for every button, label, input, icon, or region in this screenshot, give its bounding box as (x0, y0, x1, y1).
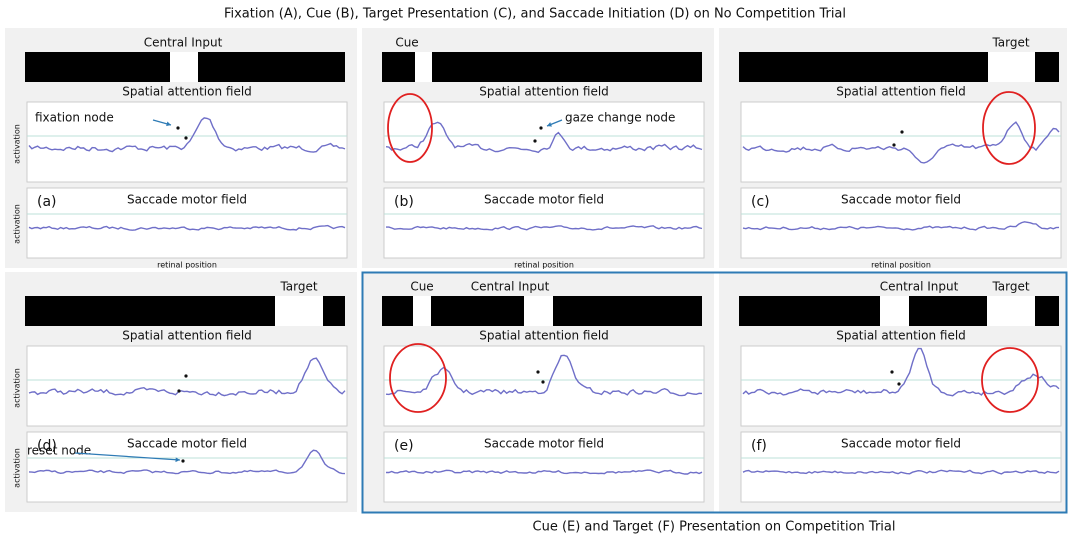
panel-label: (c) (751, 194, 770, 210)
input-gap (415, 52, 432, 82)
motor-title: Saccade motor field (127, 437, 247, 451)
panel: Central Input Target Spatial attention fie… (719, 272, 1067, 512)
attention-title: Spatial attention field (836, 85, 966, 99)
activation-trace (386, 225, 703, 231)
node-dot (181, 459, 185, 463)
motor-plot (383, 431, 705, 503)
competition-box (361, 271, 1068, 514)
attention-title: Spatial attention field (122, 85, 252, 99)
node-dot (541, 380, 545, 384)
highlight-circle (981, 347, 1039, 413)
x-label: retinal position (514, 261, 574, 270)
panel: Target Spatial attention field Saccade mot… (5, 272, 357, 512)
panel-label: (e) (394, 438, 414, 454)
figure-title: Fixation (A), Cue (B), Target Presentati… (224, 7, 846, 22)
attention-plot (383, 345, 705, 427)
input-gap (988, 52, 1035, 82)
y-label: activation (13, 448, 22, 488)
node-dot (536, 370, 540, 374)
x-label: retinal position (871, 261, 931, 270)
activation-trace (28, 117, 346, 153)
panel: Cue Spatial attention field Saccade motor … (362, 28, 714, 270)
arrow-head (175, 457, 180, 463)
annotation: gaze change node (565, 111, 675, 125)
node-dot (897, 382, 901, 386)
motor-title: Saccade motor field (484, 193, 604, 207)
input-gap (524, 296, 553, 326)
annotation-arrow (74, 452, 181, 461)
node-dot (533, 139, 537, 143)
motor-plot (26, 187, 348, 259)
attention-plot (383, 101, 705, 183)
activation-trace (28, 449, 346, 475)
motor-title: Saccade motor field (484, 437, 604, 451)
activation-trace (28, 357, 346, 397)
panel-label: (a) (37, 194, 57, 210)
y-label: activation (13, 368, 22, 408)
attention-plot (26, 345, 348, 427)
highlight-circle (387, 93, 433, 163)
arrow-head (166, 121, 171, 127)
attention-plot (26, 101, 348, 183)
panel: Cue Central Input Spatial attention field S… (362, 272, 714, 512)
motor-plot (740, 187, 1062, 259)
input-bar (382, 52, 702, 82)
panel-label: (d) (37, 438, 57, 454)
input-label: Central Input (471, 280, 550, 294)
highlight-circle (982, 91, 1036, 165)
x-label: retinal position (157, 261, 217, 270)
motor-title: Saccade motor field (841, 193, 961, 207)
motor-title: Saccade motor field (841, 437, 961, 451)
input-label: Target (991, 36, 1029, 50)
input-gap (987, 296, 1035, 326)
activation-trace (386, 469, 703, 475)
activation-trace (742, 469, 1060, 475)
panel: Target Spatial attention field Saccade mot… (719, 28, 1067, 270)
panel: Central Input Spatial attention field Sacc… (5, 28, 357, 270)
y-label: activation (13, 204, 22, 244)
node-dot (890, 370, 894, 374)
activation-trace (385, 354, 703, 397)
node-dot (184, 136, 188, 140)
annotation: reset node (27, 444, 91, 458)
arrow-head (547, 122, 552, 127)
annotation: fixation node (35, 111, 114, 125)
input-label: Cue (395, 36, 418, 50)
panel-label: (f) (751, 438, 767, 454)
activation-trace (385, 121, 703, 154)
motor-plot (383, 187, 705, 259)
node-dot (900, 130, 904, 134)
input-label: Cue (410, 280, 433, 294)
attention-title: Spatial attention field (836, 329, 966, 343)
attention-title: Spatial attention field (479, 329, 609, 343)
attention-plot (740, 101, 1062, 183)
node-dot (539, 126, 543, 130)
activation-trace (742, 347, 1060, 397)
node-dot (184, 374, 188, 378)
input-label: Central Input (144, 36, 223, 50)
input-label: Target (991, 280, 1029, 294)
input-gap (880, 296, 909, 326)
highlight-circle (389, 343, 447, 413)
activation-trace (742, 121, 1060, 164)
activation-trace (28, 224, 346, 231)
node-dot (176, 126, 180, 130)
panel-label: (b) (394, 194, 414, 210)
activation-trace (742, 221, 1060, 231)
node-dot (177, 389, 181, 393)
input-label: Target (279, 280, 317, 294)
input-gap (413, 296, 431, 326)
input-gap (275, 296, 323, 326)
figure-footer: Cue (E) and Target (F) Presentation on C… (533, 520, 896, 535)
attention-title: Spatial attention field (122, 329, 252, 343)
input-label: Central Input (880, 280, 959, 294)
motor-plot (26, 431, 348, 503)
y-label: activation (13, 124, 22, 164)
node-dot (892, 143, 896, 147)
attention-title: Spatial attention field (479, 85, 609, 99)
motor-title: Saccade motor field (127, 193, 247, 207)
motor-plot (740, 431, 1062, 503)
input-gap (170, 52, 198, 82)
